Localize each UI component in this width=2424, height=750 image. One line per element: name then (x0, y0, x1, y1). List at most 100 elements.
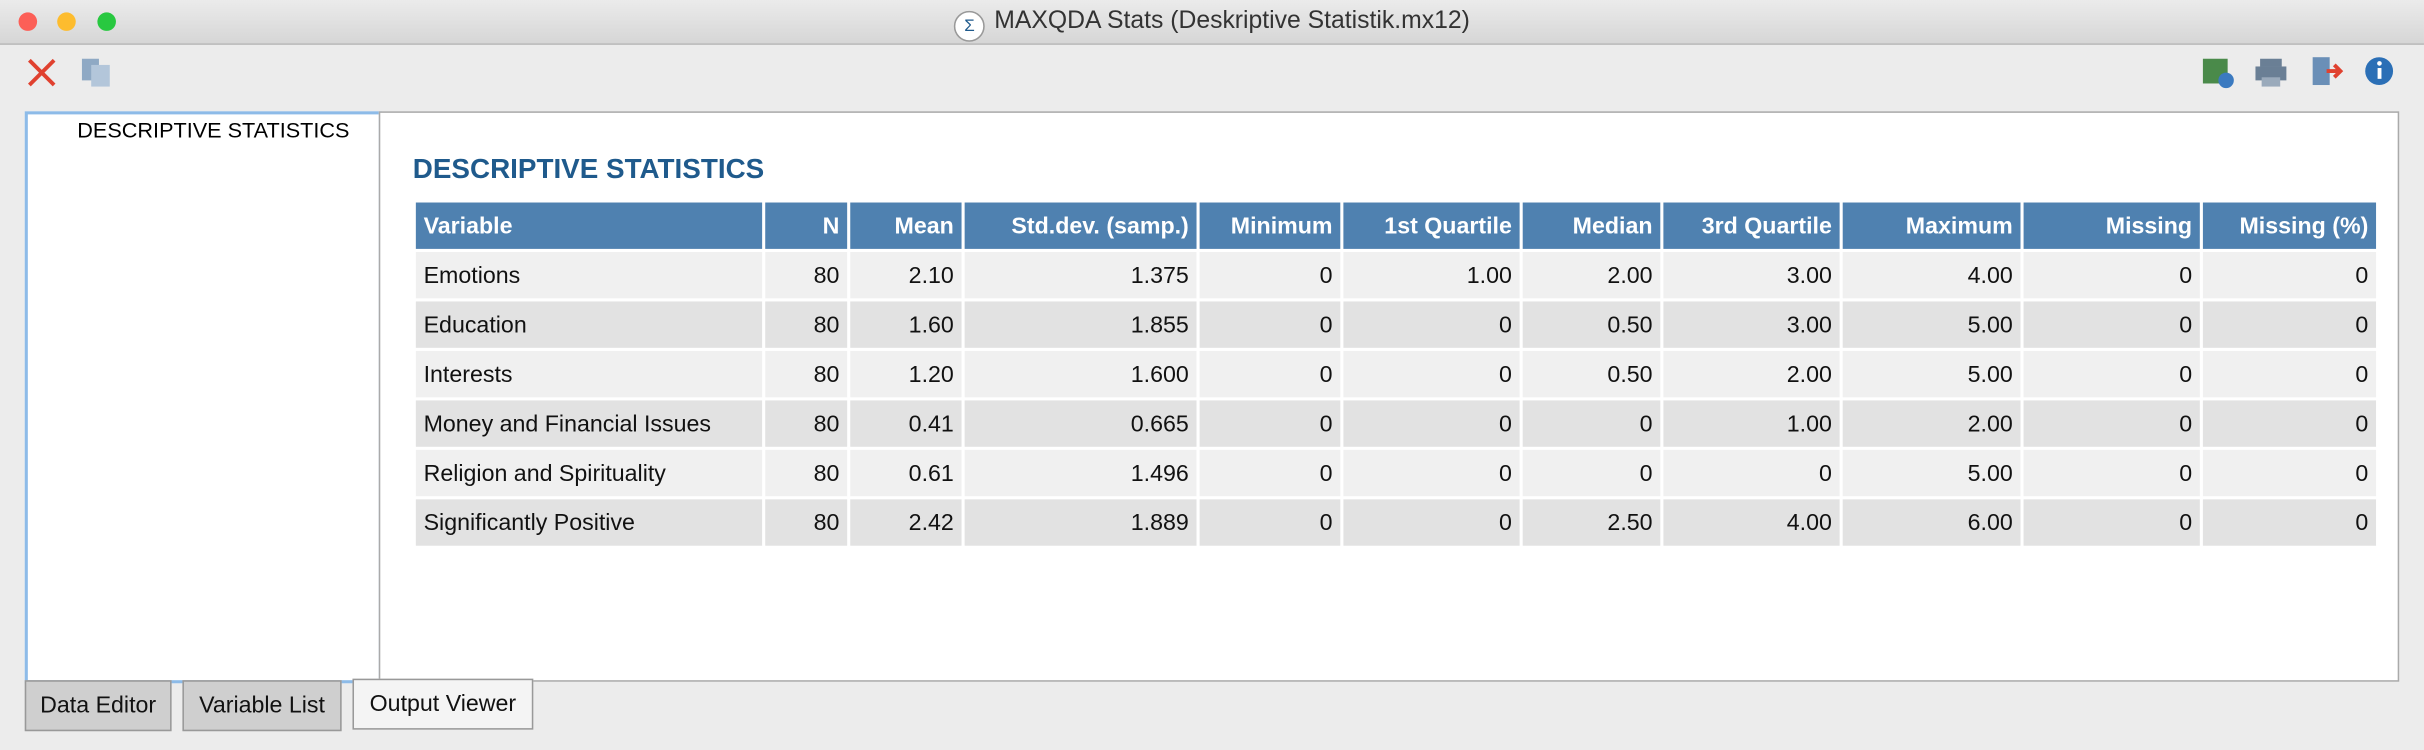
zoom-button[interactable] (97, 12, 116, 31)
table-cell: 2.00 (1663, 350, 1840, 398)
table-cell: 0 (1343, 400, 1520, 447)
table-row: Significantly Positive 80 2.42 1.889 0 0 2.50 4… (415, 499, 2377, 546)
table-cell: 0 (1343, 301, 1520, 348)
excel-icon[interactable] (2202, 58, 2234, 89)
table-cell: Religion and Spirituality (415, 449, 763, 497)
table-cell: 0.50 (1522, 301, 1661, 348)
tab[interactable]: Output Viewer (352, 678, 534, 730)
column-header: Missing (%) (2202, 202, 2377, 249)
table-cell: 0 (1199, 251, 1341, 299)
table-cell: 0 (1343, 499, 1520, 546)
column-header: Minimum (1199, 202, 1341, 249)
column-header: Maximum (1842, 202, 2021, 249)
info-icon[interactable] (2365, 57, 2394, 86)
table-cell: 0 (1199, 350, 1341, 398)
column-header: Std.dev. (samp.) (964, 202, 1197, 249)
table-cell: 80 (765, 400, 848, 447)
tab[interactable]: Data Editor (24, 680, 172, 732)
table-cell: 0 (1522, 449, 1661, 497)
column-header: N (765, 202, 848, 249)
table-cell: 2.50 (1522, 499, 1661, 546)
table-cell: 80 (765, 301, 848, 348)
navigation-panel: DESCRIPTIVE STATISTICS (24, 111, 382, 684)
minimize-button[interactable] (57, 12, 76, 31)
column-header: Missing (2023, 202, 2200, 249)
table-cell: 0 (2202, 251, 2377, 299)
output-panel: DESCRIPTIVE STATISTICS Variable N Mean Std.… (378, 111, 2400, 682)
table-cell: 0 (1199, 301, 1341, 348)
table-cell: 0 (2202, 301, 2377, 348)
table-cell: 1.60 (850, 301, 962, 348)
table-cell: 80 (765, 449, 848, 497)
table-cell: Money and Financial Issues (415, 400, 763, 447)
header-row: Variable N Mean Std.dev. (samp.) Minimum 1st … (415, 202, 2377, 249)
table-cell: Interests (415, 350, 763, 398)
table-cell: 1.375 (964, 251, 1197, 299)
table-cell: 2.00 (1522, 251, 1661, 299)
table-cell: 1.496 (964, 449, 1197, 497)
table-cell: 5.00 (1842, 350, 2021, 398)
table-cell: 0 (2202, 449, 2377, 497)
table-row: Money and Financial Issues 80 0.41 0.665 0 0 0… (415, 400, 2377, 447)
table-cell: 2.00 (1842, 400, 2021, 447)
window-title-wrap: Σ MAXQDA Stats (Deskriptive Statistik.mx1… (0, 8, 2424, 42)
table-cell: 0 (1199, 499, 1341, 546)
table-cell: 0 (1199, 449, 1341, 497)
table-cell: 0 (2023, 301, 2200, 348)
table-cell: 0 (1663, 449, 1840, 497)
table-cell: 0 (2023, 400, 2200, 447)
table-cell: 5.00 (1842, 449, 2021, 497)
table-row: Education 80 1.60 1.855 0 0 0.50 3.00 5.00 0 0 (415, 301, 2377, 348)
column-header: Median (1522, 202, 1661, 249)
table-cell: 0.665 (964, 400, 1197, 447)
table-cell: 0 (2202, 499, 2377, 546)
print-icon[interactable] (2255, 58, 2287, 87)
tab[interactable]: Variable List (182, 680, 342, 732)
table-cell: 0 (2202, 400, 2377, 447)
column-header: 3rd Quartile (1663, 202, 1840, 249)
tree-item[interactable]: DESCRIPTIVE STATISTICS (77, 117, 350, 143)
table-cell: 0.41 (850, 400, 962, 447)
table-cell: 0.50 (1522, 350, 1661, 398)
table-cell: 3.00 (1663, 301, 1840, 348)
table-cell: Education (415, 301, 763, 348)
table-row: Emotions 80 2.10 1.375 0 1.00 2.00 3.00 4.00 0 0 (415, 251, 2377, 299)
table-cell: 1.889 (964, 499, 1197, 546)
table-cell: 5.00 (1842, 301, 2021, 348)
table-cell: 1.00 (1663, 400, 1840, 447)
table-cell: 1.600 (964, 350, 1197, 398)
table-cell: 0 (1199, 400, 1341, 447)
table-cell: 0 (2023, 350, 2200, 398)
table-cell: 2.42 (850, 499, 962, 546)
stats-table: Variable N Mean Std.dev. (samp.) Minimum 1st … (413, 199, 2379, 548)
table-cell: 1.20 (850, 350, 962, 398)
app-icon: Σ (954, 10, 986, 42)
table-cell: 2.10 (850, 251, 962, 299)
table-cell: 0 (2023, 499, 2200, 546)
table-cell: 0 (1522, 400, 1661, 447)
table-cell: 0 (2023, 251, 2200, 299)
close-button[interactable] (18, 12, 38, 31)
table-cell: 1.855 (964, 301, 1197, 348)
title-bar: Σ MAXQDA Stats (Deskriptive Statistik.mx1… (0, 0, 2424, 45)
table-cell: 80 (765, 350, 848, 398)
table-cell: 80 (765, 251, 848, 299)
table-row: Religion and Spirituality 80 0.61 1.496 0 0 0 0… (415, 449, 2377, 497)
table-row: Interests 80 1.20 1.600 0 0 0.50 2.00 5.00 0 0 (415, 350, 2377, 398)
window-title: MAXQDA Stats (Deskriptive Statistik.mx12… (994, 7, 1470, 35)
table-cell: 0 (2023, 449, 2200, 497)
toolbar (28, 57, 2394, 89)
export-icon[interactable] (2312, 57, 2344, 86)
table-cell: 1.00 (1343, 251, 1520, 299)
table-cell: 0 (1343, 449, 1520, 497)
table-cell: Significantly Positive (415, 499, 763, 546)
close-output-icon[interactable] (28, 58, 56, 87)
column-header: 1st Quartile (1343, 202, 1520, 249)
table-cell: 0 (1343, 350, 1520, 398)
table-cell: 4.00 (1842, 251, 2021, 299)
output-title: DESCRIPTIVE STATISTICS (412, 153, 765, 184)
table-cell: 0.61 (850, 449, 962, 497)
copy-icon[interactable] (81, 58, 110, 87)
